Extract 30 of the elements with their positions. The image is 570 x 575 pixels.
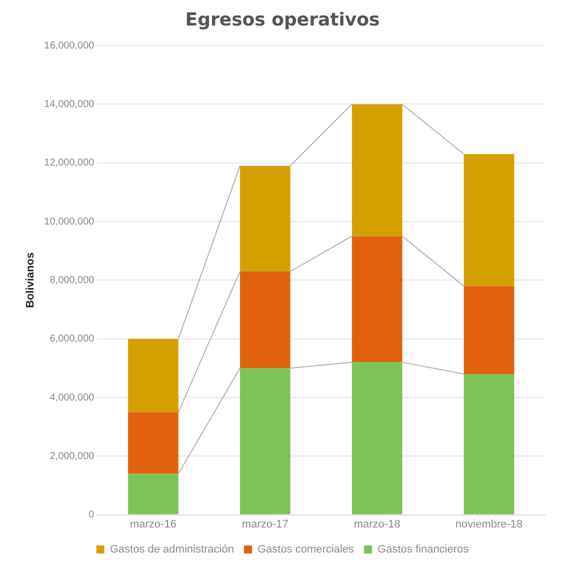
bar [464, 286, 514, 374]
legend-label: Gastos financieros [378, 544, 470, 556]
bar [240, 368, 290, 514]
x-tick-label: marzo-16 [130, 518, 176, 530]
y-tick-label: 14,000,000 [44, 99, 95, 110]
bar [128, 412, 178, 474]
x-tick-label: marzo-18 [354, 518, 400, 530]
y-tick-label: 4,000,000 [50, 392, 95, 404]
y-tick-label: 2,000,000 [50, 450, 95, 462]
bar [240, 166, 290, 272]
y-tick-label: 12,000,000 [44, 158, 95, 169]
bar [352, 362, 402, 514]
bar [352, 236, 402, 362]
x-tick-label: noviembre-18 [455, 518, 523, 530]
legend-label: Gastos de administración [110, 544, 234, 556]
bar [240, 271, 290, 368]
y-tick-label: 0 [88, 510, 95, 521]
y-axis-title: Bolivianos [24, 252, 37, 308]
y-tick-label: 8,000,000 [50, 274, 95, 286]
legend-label: Gastos comerciales [257, 544, 355, 556]
bar [352, 104, 402, 236]
bar [128, 338, 178, 412]
y-tick-label: 6,000,000 [50, 334, 95, 345]
bar [128, 474, 178, 514]
bar [464, 154, 514, 286]
bar [464, 374, 514, 514]
y-tick-label: 10,000,000 [44, 216, 95, 228]
y-tick-label: 16,000,000 [44, 40, 95, 52]
chart-title: Egresos operativos [185, 9, 380, 30]
x-tick-label: marzo-17 [242, 518, 288, 530]
